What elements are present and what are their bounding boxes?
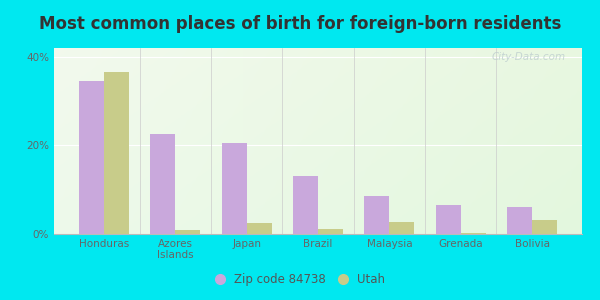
Bar: [507, 207, 532, 234]
Bar: [461, 233, 485, 234]
Bar: [389, 222, 415, 234]
Bar: [175, 230, 200, 234]
Bar: [293, 176, 318, 234]
Bar: [221, 143, 247, 234]
Bar: [79, 81, 104, 234]
Bar: [104, 72, 129, 234]
Bar: [364, 196, 389, 234]
Bar: [318, 229, 343, 234]
Bar: [151, 134, 175, 234]
Legend: Zip code 84738, Utah: Zip code 84738, Utah: [211, 269, 389, 291]
Text: City-Data.com: City-Data.com: [492, 52, 566, 62]
Bar: [436, 205, 461, 234]
Bar: [532, 220, 557, 234]
Text: Most common places of birth for foreign-born residents: Most common places of birth for foreign-…: [39, 15, 561, 33]
Bar: [247, 223, 272, 234]
